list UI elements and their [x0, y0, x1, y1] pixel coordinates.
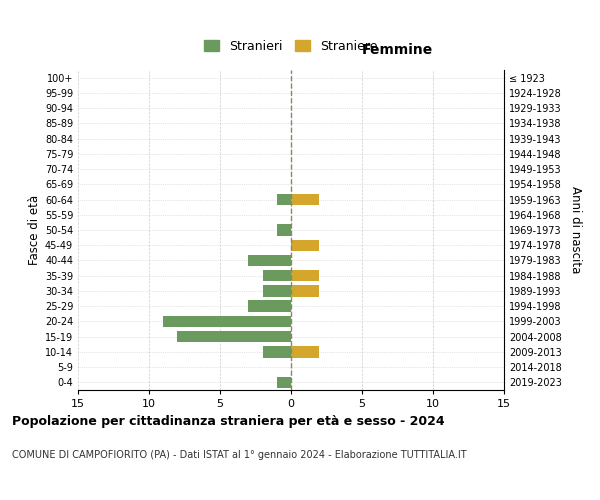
Bar	[277, 224, 291, 235]
Bar	[291, 194, 319, 205]
Bar	[277, 194, 291, 205]
Bar	[291, 240, 319, 251]
Bar	[263, 270, 291, 281]
Bar	[291, 270, 319, 281]
Bar	[248, 300, 291, 312]
Bar	[291, 285, 319, 296]
Text: Femmine: Femmine	[362, 43, 433, 57]
Y-axis label: Fasce di età: Fasce di età	[28, 195, 41, 265]
Bar	[263, 346, 291, 358]
Bar	[178, 331, 291, 342]
Bar	[163, 316, 291, 327]
Legend: Stranieri, Straniere: Stranieri, Straniere	[199, 34, 383, 58]
Bar	[277, 376, 291, 388]
Bar	[248, 255, 291, 266]
Bar	[263, 285, 291, 296]
Text: COMUNE DI CAMPOFIORITO (PA) - Dati ISTAT al 1° gennaio 2024 - Elaborazione TUTTI: COMUNE DI CAMPOFIORITO (PA) - Dati ISTAT…	[12, 450, 467, 460]
Text: Popolazione per cittadinanza straniera per età e sesso - 2024: Popolazione per cittadinanza straniera p…	[12, 415, 445, 428]
Bar	[291, 346, 319, 358]
Y-axis label: Anni di nascita: Anni di nascita	[569, 186, 581, 274]
